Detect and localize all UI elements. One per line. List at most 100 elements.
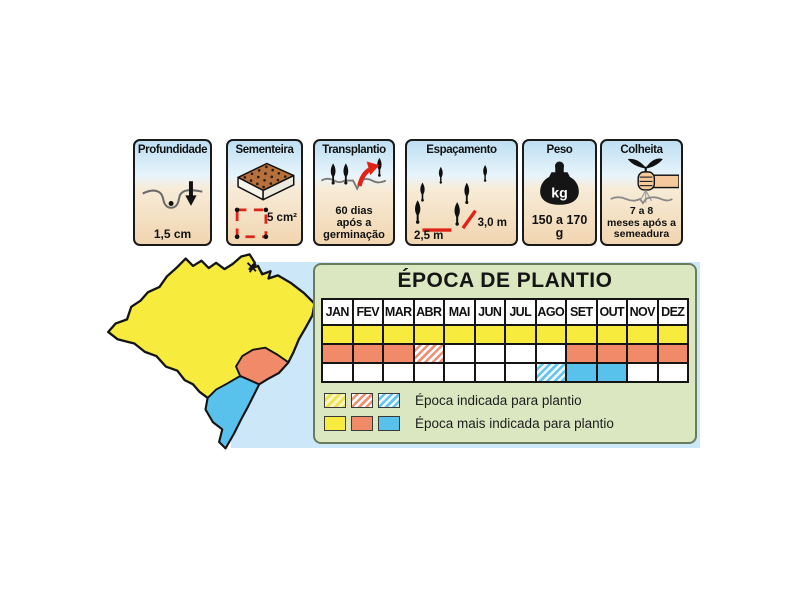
cell-southeast-nov <box>628 345 657 362</box>
cell-north-center-set <box>567 326 596 343</box>
cell-north-center-jan <box>323 326 352 343</box>
brazil-map <box>107 253 316 450</box>
harvest-hand-icon <box>610 158 679 205</box>
row-spacing-value: 2,5 m <box>414 230 444 242</box>
cell-south-mar <box>384 364 413 381</box>
month-cell-out: OUT <box>597 300 626 324</box>
cell-southeast-jul <box>506 345 535 362</box>
legend-swatch-salmon-hatched <box>351 393 373 408</box>
hand-arm <box>637 170 679 191</box>
month-cell-mai: MAI <box>445 300 474 324</box>
cell-south-ago <box>536 364 565 381</box>
card-value: 60 dias após a germinação <box>323 204 385 241</box>
cell-north-center-abr <box>414 326 443 343</box>
card-peso: Peso kg 150 a 170 g <box>522 139 597 246</box>
month-cell-mar: MAR <box>384 300 413 324</box>
sprout-icon <box>482 163 488 183</box>
card-title: Colheita <box>620 144 663 156</box>
card-title: Espaçamento <box>426 144 497 156</box>
legend-row-indicada: Época indicada para plantio <box>324 392 614 409</box>
cell-north-center-mar <box>384 326 413 343</box>
cell-south-abr <box>414 364 443 381</box>
legend-label: Época indicada para plantio <box>415 393 582 408</box>
cell-southeast-jan <box>323 345 352 362</box>
card-value: 7 a 8 meses após a semeadura <box>607 205 676 241</box>
calendar-table: JAN FEV MAR ABR MAI JUN JUL AGO SET OUT NOV DEZ <box>321 298 689 383</box>
weight-icon: kg <box>540 161 579 205</box>
transplant-arrow-icon <box>357 161 380 187</box>
card-title: Peso <box>546 144 573 156</box>
cell-north-center-dez <box>658 326 687 343</box>
plant-spacing-line <box>461 209 477 229</box>
card-title: Transplantio <box>322 144 386 156</box>
legend-swatch-salmon-solid <box>351 416 373 431</box>
cell-southeast-jun <box>475 345 504 362</box>
cell-north-center-out <box>597 326 626 343</box>
cell-south-fev <box>353 364 382 381</box>
card-espacamento: Espaçamento 2,5 m 3,0 m <box>405 139 518 246</box>
cell-north-center-ago <box>536 326 565 343</box>
amazon-mouth-marks <box>246 262 264 275</box>
legend-swatch-blue-solid <box>378 416 400 431</box>
month-cell-jun: JUN <box>475 300 504 324</box>
cell-north-center-fev <box>353 326 382 343</box>
sprout-icon <box>438 165 444 185</box>
month-cell-set: SET <box>567 300 596 324</box>
sprout-icon <box>453 200 461 227</box>
panel-title: ÉPOCA DE PLANTIO <box>397 269 613 292</box>
furrow-line <box>142 188 203 209</box>
cell-south-jun <box>475 364 504 381</box>
cell-southeast-fev <box>353 345 382 362</box>
legend-row-mais-indicada: Época mais indicada para plantio <box>324 415 614 432</box>
card-sementeira: Sementeira 5 cm² <box>226 139 303 246</box>
cell-southeast-dez <box>658 345 687 362</box>
seed-tray-icon <box>234 162 295 239</box>
month-cell-fev: FEV <box>353 300 382 324</box>
sprout-icon <box>376 156 383 178</box>
kg-label: kg <box>551 184 568 200</box>
cell-south-jul <box>506 364 535 381</box>
card-value: 150 a 170 g <box>531 212 588 241</box>
tray-seeds <box>243 165 287 189</box>
month-cell-dez: DEZ <box>658 300 687 324</box>
cell-south-set <box>567 364 596 381</box>
month-cell-jan: JAN <box>323 300 352 324</box>
cell-southeast-out <box>597 345 626 362</box>
map-region-south <box>204 375 260 450</box>
sprout-icon <box>419 181 426 203</box>
card-colheita: Colheita 7 a 8 meses após a semeadura <box>600 139 683 246</box>
sprout-icon <box>463 181 471 205</box>
soil-line <box>610 196 673 205</box>
cell-north-center-mai <box>445 326 474 343</box>
cell-south-dez <box>658 364 687 381</box>
cell-southeast-mar <box>384 345 413 362</box>
transplant-icon <box>320 156 387 191</box>
cell-southeast-abr <box>414 345 443 362</box>
legend-swatch-blue-hatched <box>378 393 400 408</box>
plant-spacing-icon <box>414 163 488 232</box>
calendar-legend: Época indicada para plantio Época mais i… <box>324 392 614 438</box>
card-transplantio: Transplantio 60 dias após a germinação <box>313 139 395 246</box>
card-title: Profundidade <box>137 144 208 156</box>
legend-swatch-yellow-hatched <box>324 393 346 408</box>
planting-season-panel: ÉPOCA DE PLANTIO JAN FEV MAR ABR MAI JUN JUL AG… <box>313 263 697 444</box>
cell-south-mai <box>445 364 474 381</box>
cell-southeast-mai <box>445 345 474 362</box>
card-profundidade: Profundidade 1,5 cm <box>133 139 212 246</box>
sprout-icon <box>414 198 422 225</box>
legend-label: Época mais indicada para plantio <box>415 416 614 431</box>
cell-north-center-nov <box>628 326 657 343</box>
down-arrow-icon <box>185 180 197 206</box>
card-value: 5 cm² <box>266 212 297 224</box>
month-cell-ago: AGO <box>536 300 565 324</box>
plant-spacing-value: 3,0 m <box>477 217 507 229</box>
card-title: Sementeira <box>235 144 294 156</box>
soil-line <box>320 177 387 191</box>
plant-leaves <box>627 158 663 173</box>
furrow-depth-icon <box>142 180 203 209</box>
spacing-square-icon <box>234 207 269 239</box>
cell-south-out <box>597 364 626 381</box>
legend-swatch-yellow-solid <box>324 416 346 431</box>
month-cell-abr: ABR <box>414 300 443 324</box>
